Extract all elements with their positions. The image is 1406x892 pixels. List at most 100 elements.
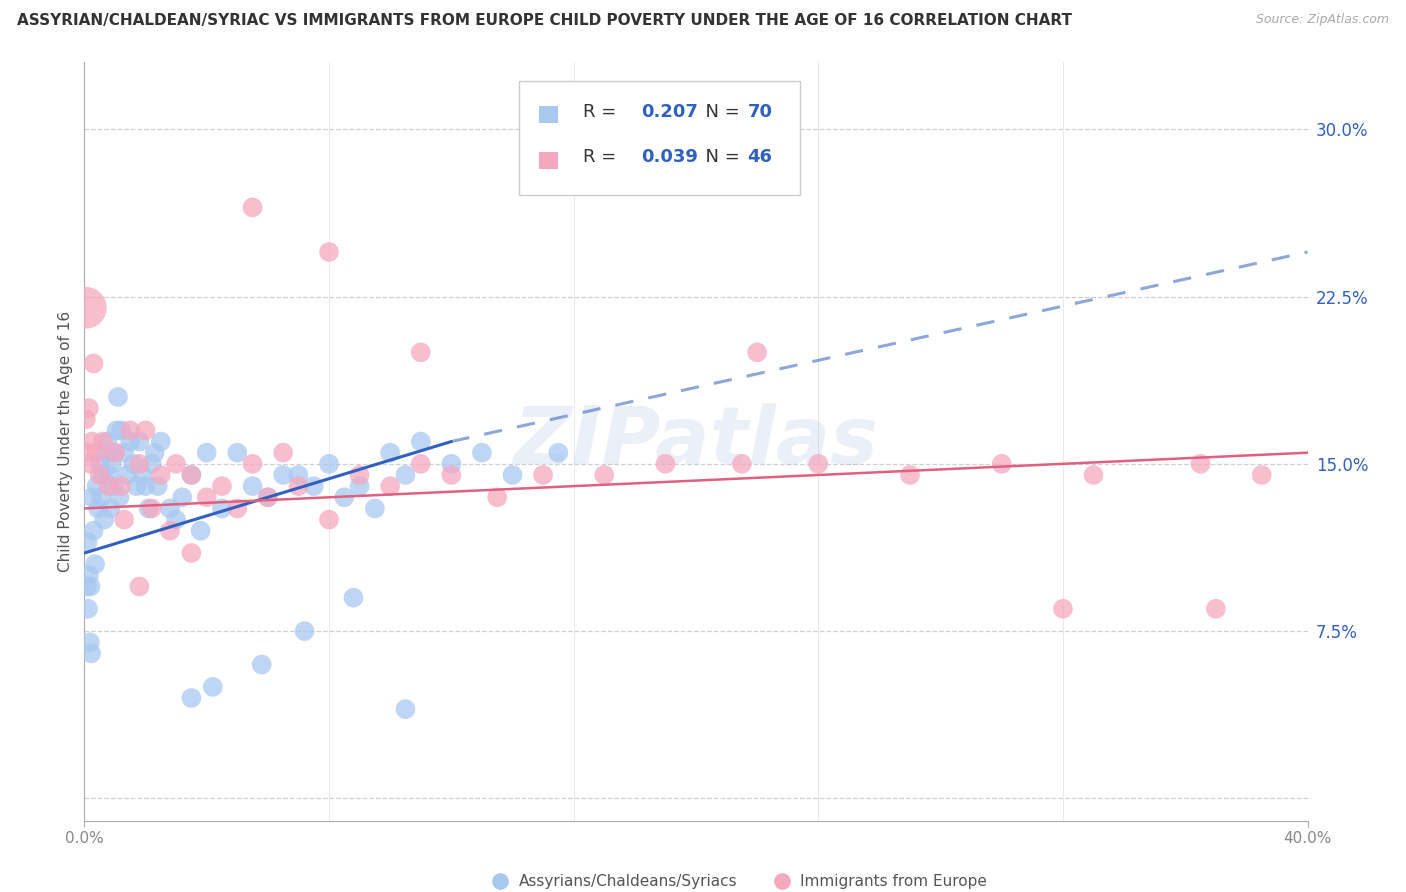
Point (97, 467, 120, 482)
Point (141, 501, 163, 516)
Point (120, 434, 142, 449)
Point (79, 635, 101, 649)
Point (104, 446, 127, 460)
Point (94, 446, 117, 460)
Text: 0.207: 0.207 (641, 103, 697, 120)
Point (128, 457, 150, 471)
Point (547, 446, 569, 460)
Point (165, 512, 187, 526)
Point (180, 467, 202, 482)
Point (318, 512, 340, 526)
Point (257, 491, 280, 505)
Point (471, 446, 494, 460)
Point (97, 479, 120, 493)
Point (394, 467, 416, 482)
Point (83, 793, 105, 807)
Point (242, 479, 264, 493)
Point (318, 457, 340, 471)
Point (302, 479, 325, 493)
Point (409, 434, 432, 449)
Point (991, 457, 1014, 471)
Text: N =: N = (693, 103, 745, 120)
Text: 0.039: 0.039 (641, 148, 697, 166)
Point (96, 434, 118, 449)
Bar (540, 106, 558, 123)
Point (1205, 602, 1227, 616)
Point (257, 491, 280, 505)
Point (318, 244, 340, 259)
Point (131, 467, 153, 482)
Point (409, 457, 432, 471)
Point (440, 457, 463, 471)
Point (135, 424, 157, 438)
Point (190, 524, 212, 538)
Point (211, 501, 233, 516)
Text: R =: R = (583, 103, 623, 120)
Point (195, 446, 218, 460)
Point (110, 479, 132, 493)
Point (898, 467, 921, 482)
Text: R =: R = (583, 148, 623, 166)
Point (86, 446, 108, 460)
Point (77, 401, 100, 416)
Point (1052, 602, 1074, 616)
Text: Immigrants from Europe: Immigrants from Europe (800, 874, 987, 888)
Point (149, 467, 172, 482)
Point (91, 434, 114, 449)
Point (440, 467, 463, 482)
Text: N =: N = (693, 148, 745, 166)
Point (76, 535, 98, 549)
Point (1083, 467, 1105, 482)
Text: Source: ZipAtlas.com: Source: ZipAtlas.com (1256, 13, 1389, 27)
Point (77, 568, 100, 582)
Point (250, 657, 273, 672)
Point (90, 491, 112, 505)
Point (101, 457, 124, 471)
Point (80, 491, 103, 505)
Point (75, 301, 97, 315)
Point (226, 446, 249, 460)
Text: Assyrians/Chaldeans/Syriacs: Assyrians/Chaldeans/Syriacs (519, 874, 737, 888)
Point (211, 479, 233, 493)
Point (91, 467, 114, 482)
Point (128, 580, 150, 594)
Point (87, 501, 110, 516)
Point (77, 602, 100, 616)
Text: ASSYRIAN/CHALDEAN/SYRIAC VS IMMIGRANTS FROM EUROPE CHILD POVERTY UNDER THE AGE O: ASSYRIAN/CHALDEAN/SYRIAC VS IMMIGRANTS F… (17, 13, 1071, 29)
Point (125, 479, 148, 493)
Point (98, 501, 121, 516)
Point (654, 457, 676, 471)
Point (380, 446, 402, 460)
Point (409, 345, 432, 359)
Point (287, 479, 309, 493)
Point (138, 501, 160, 516)
Point (349, 467, 371, 482)
Point (165, 457, 187, 471)
Point (83, 524, 105, 538)
Point (349, 479, 371, 493)
Point (394, 702, 416, 716)
Point (1250, 467, 1272, 482)
Point (89, 467, 111, 482)
Point (83, 356, 105, 371)
Point (93, 512, 115, 526)
Point (201, 680, 224, 694)
FancyBboxPatch shape (519, 81, 800, 195)
Point (112, 446, 135, 460)
Point (531, 467, 554, 482)
Point (380, 479, 402, 493)
Point (242, 457, 264, 471)
Point (149, 434, 172, 449)
Point (105, 424, 128, 438)
Point (90, 793, 112, 807)
Point (143, 446, 166, 460)
Point (342, 591, 364, 605)
Point (180, 467, 202, 482)
Point (75, 412, 97, 426)
Point (110, 424, 132, 438)
Point (294, 624, 316, 639)
Point (84, 557, 107, 572)
Point (146, 479, 169, 493)
Point (104, 446, 127, 460)
Point (159, 501, 181, 516)
